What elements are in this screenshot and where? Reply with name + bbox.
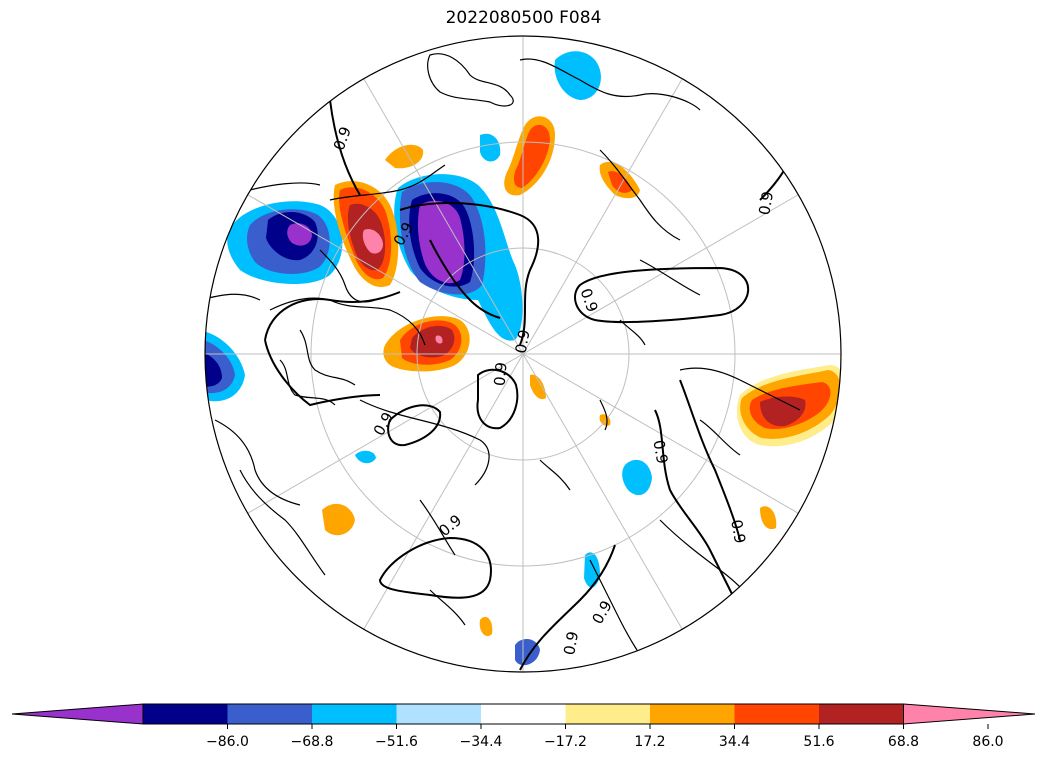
colorbar-segment [819,704,904,724]
colorbar-tick-label: −34.4 [460,734,503,750]
contour-label: 0.9 [727,518,749,545]
colorbar-segment [312,704,397,724]
colorbar-tick-label: 17.2 [634,734,665,750]
colorbar-segment [481,704,566,724]
colorbar-tick-label: 68.8 [888,734,919,750]
negative-anomaly-area [622,459,652,496]
contour-label: 0.9 [491,361,511,386]
map-boundary [204,35,842,673]
contour-lines [264,99,791,671]
colorbar-tick-label: −86.0 [206,734,249,750]
positive-anomaly-area [530,374,546,400]
positive-anomaly-area [435,335,443,344]
polar-map: 0.9 0.9 0.9 0.9 0.9 0.9 0.9 0.9 0.9 0.9 … [204,35,842,673]
negative-anomaly-area [584,552,600,588]
negative-anomaly-area [554,51,601,100]
positive-anomaly-area [608,171,632,193]
contour-label: 0.9 [560,630,582,657]
negative-anomaly-area [417,200,465,284]
positive-anomaly-area [362,228,383,254]
positive-anomaly-area [410,325,455,358]
colorbar-tick-label: −68.8 [291,734,334,750]
positive-anomaly-area [322,503,355,536]
colorbar-segment [650,704,735,724]
positive-anomaly-area [760,506,777,530]
colorbar-segment [734,704,819,724]
positive-anomaly-area [479,616,493,637]
colorbar-segment [396,704,481,724]
contour-label: 0.9 [512,328,534,355]
negative-anomaly-area [205,350,222,387]
colorbar-segment [227,704,312,724]
contour-label: 0.9 [755,190,777,217]
colorbar-outline [142,703,904,725]
negative-anomaly-area [480,133,501,162]
colorbar-segment [565,704,650,724]
colorbar-extend-low [11,703,144,725]
negative-anomaly-area [515,638,540,666]
negative-anomaly-area [355,450,376,464]
graticule [205,36,841,672]
colorbar-tick-label: −17.2 [544,734,587,750]
positive-anomaly-area [385,144,424,169]
colorbar-tick-label: 34.4 [719,734,750,750]
colorbar-segment [143,704,228,724]
chart-title: 2022080500 F084 [445,8,602,28]
contour-label: 0.9 [649,439,671,466]
colorbar-tick-label: −51.6 [375,734,418,750]
colorbar-tick-label: 86.0 [972,734,1003,750]
positive-anomaly-area [760,396,806,427]
colorbar-extend-high [903,703,1036,725]
colorbar-tick-label: 51.6 [803,734,834,750]
